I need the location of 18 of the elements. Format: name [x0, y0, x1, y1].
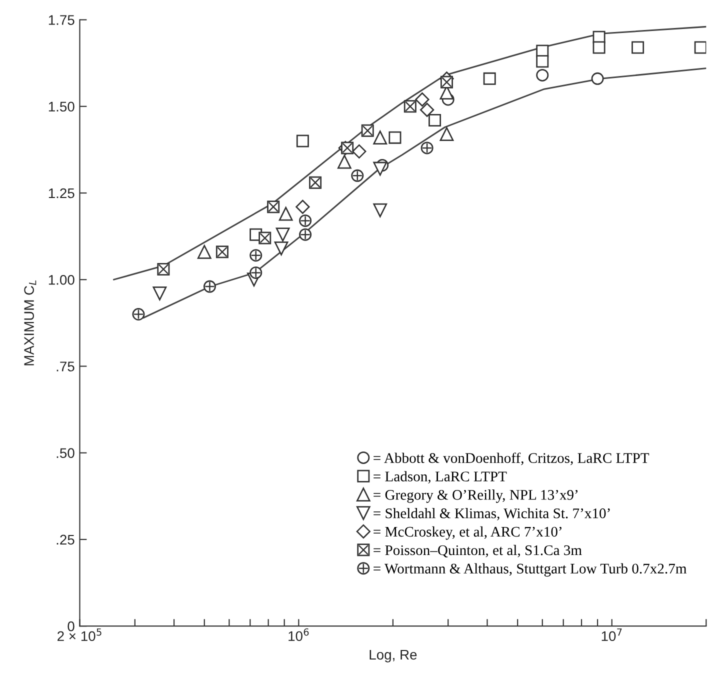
y-tick-label: .50: [56, 448, 74, 458]
x-tick-label: 10$^{6}$: [288, 628, 309, 642]
y-tick-label: .25: [56, 534, 74, 545]
y-axis-title: MAXIMUM C$_{L}$: [24, 280, 36, 366]
y-tick-label: 1.50: [48, 102, 74, 112]
legend-label: = Wortmann & Althaus, Stuttgart Low Turb 0.7x2.7m: [374, 563, 687, 577]
legend-label: = Gregory & O’Reilly, NPL 13’x9’: [374, 490, 578, 503]
x-tick-label: 10$^{7}$: [602, 628, 622, 642]
legend-label: = McCroskey, et al, ARC 7’x10’: [374, 526, 562, 540]
y-tick-label: 1.00: [48, 274, 74, 285]
legend-label: = Poisson–Quinton, et al, S1.Ca 3m: [374, 544, 582, 558]
legend-label: = Abbott & vonDoenhoff, Critzos, LaRC LTPT: [374, 452, 650, 466]
legend-label: = Ladson, LaRC LTPT: [374, 471, 507, 484]
y-tick-label: 1.75: [48, 15, 74, 25]
y-tick-label: 1.25: [48, 188, 74, 198]
y-tick-label: .75: [56, 362, 74, 372]
x-axis-title: Log, Re: [370, 650, 417, 662]
legend-label: = Sheldahl & Klimas, Wichita St. 7’x10’: [374, 508, 610, 520]
